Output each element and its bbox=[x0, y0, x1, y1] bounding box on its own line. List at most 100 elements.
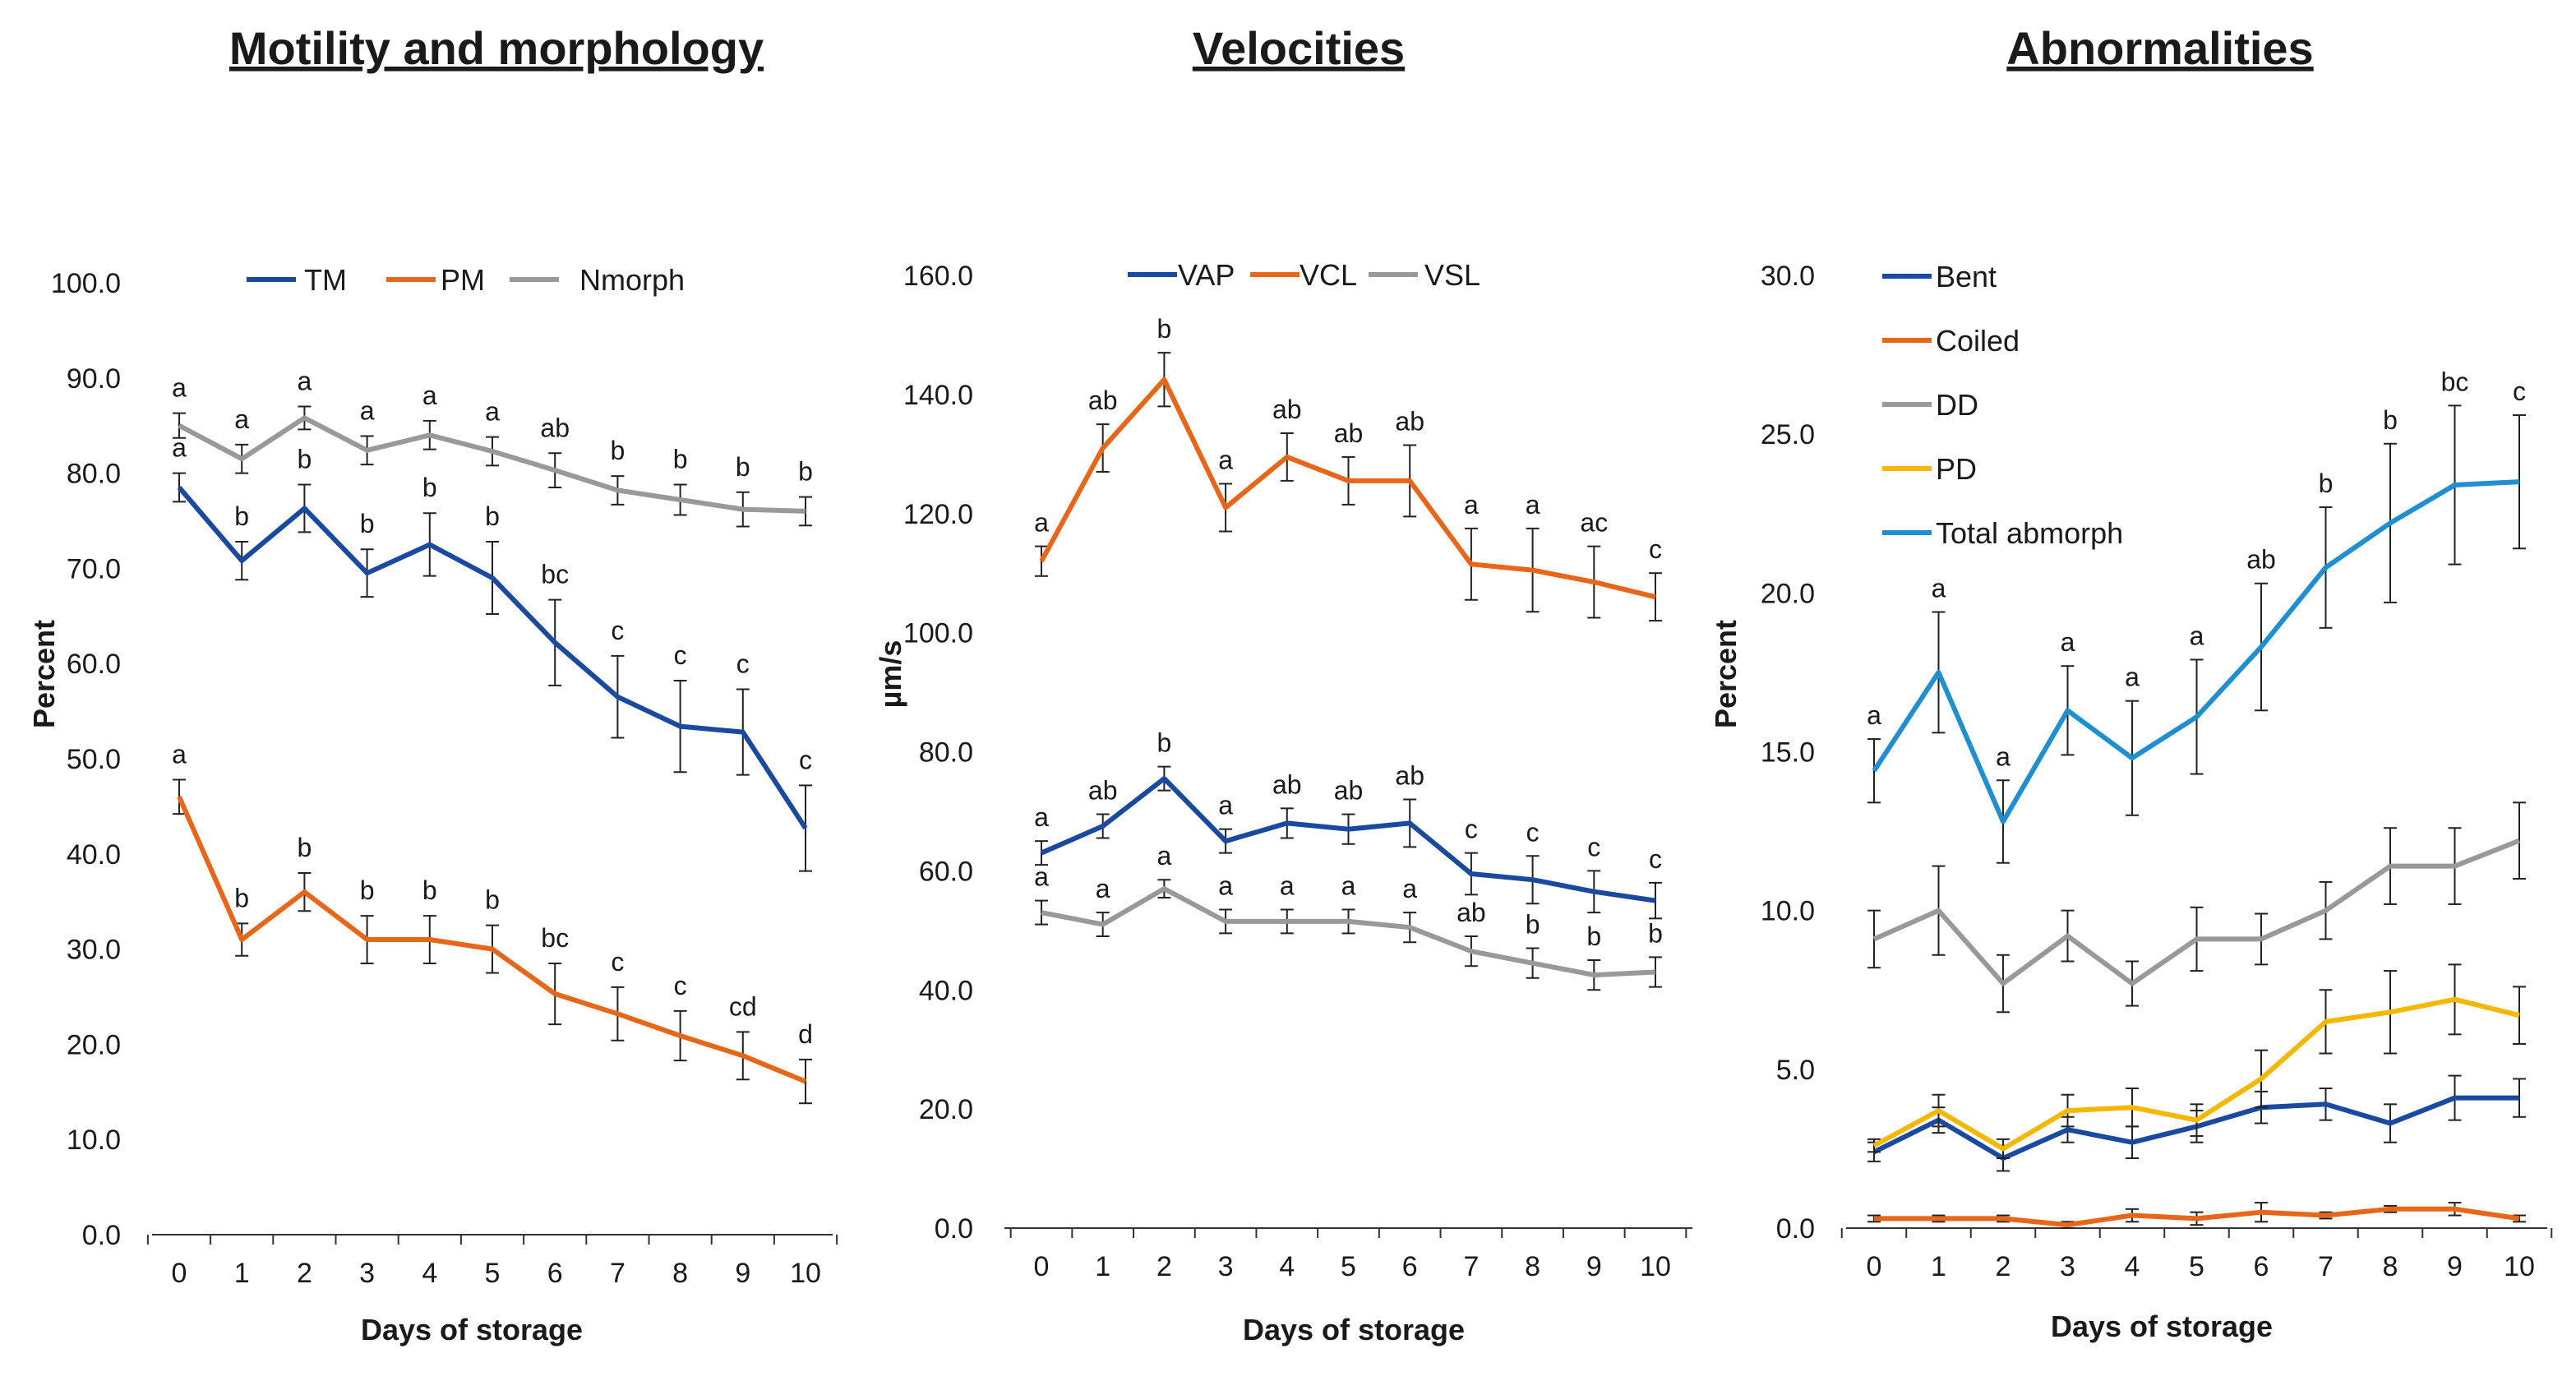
legend: TM PM Nmorph bbox=[247, 263, 685, 297]
significance-letter: c bbox=[1526, 817, 1540, 847]
x-tick-label: 8 bbox=[2383, 1251, 2398, 1282]
x-tick-label: 9 bbox=[2447, 1251, 2463, 1282]
series-vsl: a a a a a a a ab b b b bbox=[1034, 841, 1663, 991]
y-tick-label: 100.0 bbox=[903, 618, 973, 649]
x-axis-label: Days of storage bbox=[361, 1313, 583, 1346]
significance-letter: c bbox=[2513, 376, 2526, 406]
y-axis-label: Percent bbox=[1709, 620, 1743, 728]
significance-letter: ab bbox=[1395, 406, 1424, 436]
significance-letter: a bbox=[2125, 663, 2140, 692]
significance-letter: b bbox=[1157, 314, 1172, 344]
significance-letter: a bbox=[1096, 874, 1110, 903]
significance-letter: a bbox=[422, 381, 437, 410]
significance-letter: b bbox=[485, 885, 500, 915]
significance-letter: bc bbox=[2441, 367, 2469, 396]
y-tick-label: 20.0 bbox=[67, 1029, 121, 1060]
x-tick-label: 1 bbox=[1931, 1251, 1946, 1282]
significance-letter: c bbox=[799, 745, 812, 774]
significance-letter: b bbox=[360, 875, 375, 905]
y-tick-label: 30.0 bbox=[67, 935, 121, 966]
significance-letter: b bbox=[1526, 910, 1540, 940]
x-tick-label: 7 bbox=[610, 1258, 626, 1289]
series-dd bbox=[1867, 801, 2526, 1014]
significance-letter: ab bbox=[1334, 418, 1364, 448]
chart-title: Motility and morphology bbox=[229, 22, 764, 74]
y-tick-label: 0.0 bbox=[82, 1220, 121, 1251]
x-tick-label: 0 bbox=[172, 1258, 187, 1289]
significance-letter: a bbox=[1218, 446, 1233, 475]
x-tick-label: 8 bbox=[672, 1258, 688, 1289]
x-tick-label: 4 bbox=[422, 1258, 437, 1289]
significance-letter: b bbox=[485, 501, 500, 531]
significance-letter: b bbox=[1157, 728, 1172, 758]
significance-letter: a bbox=[360, 395, 375, 425]
x-tick-label: 6 bbox=[547, 1258, 563, 1289]
significance-letter: c bbox=[674, 640, 687, 670]
significance-letter: a bbox=[2190, 621, 2204, 650]
x-tick-label: 4 bbox=[1279, 1251, 1295, 1282]
significance-letter: b bbox=[736, 452, 750, 482]
y-tick-label: 70.0 bbox=[67, 553, 121, 584]
series-coiled bbox=[1867, 1202, 2526, 1229]
series-line bbox=[1872, 838, 2521, 986]
x-tick-label: 10 bbox=[1640, 1251, 1671, 1282]
legend-label: Total abmorph bbox=[1936, 516, 2123, 550]
significance-letter: b bbox=[298, 833, 312, 862]
legend-label: PM bbox=[441, 263, 485, 297]
y-tick-label: 0.0 bbox=[935, 1213, 973, 1245]
significance-letter: c bbox=[1649, 844, 1662, 874]
significance-letter: a bbox=[172, 433, 187, 463]
y-tick-label: 140.0 bbox=[903, 380, 973, 411]
legend: Bent Coiled DD PD Total abmorph bbox=[1882, 260, 2123, 550]
significance-letter: c bbox=[1649, 534, 1662, 564]
y-tick-label: 0.0 bbox=[1776, 1213, 1815, 1245]
significance-letter: ab bbox=[1334, 776, 1364, 806]
y-tick-label: 80.0 bbox=[67, 459, 121, 490]
significance-letter: a bbox=[1218, 791, 1233, 820]
x-tick-label: 7 bbox=[1463, 1251, 1479, 1282]
series-vcl: a ab b a ab ab ab a a ac c bbox=[1034, 314, 1662, 622]
x-tick-label: 3 bbox=[2060, 1251, 2075, 1282]
series-line bbox=[1041, 886, 1656, 978]
y-axis-label: Percent bbox=[27, 620, 61, 728]
y-tick-label: 10.0 bbox=[1761, 896, 1815, 927]
x-tick-label: 1 bbox=[234, 1258, 250, 1289]
series-pm: a b b b b b bc c c cd d bbox=[172, 739, 813, 1105]
significance-letter: ab bbox=[2246, 545, 2276, 575]
y-tick-label: 40.0 bbox=[919, 975, 973, 1006]
legend-label: VSL bbox=[1424, 258, 1480, 292]
significance-letter: c bbox=[611, 947, 624, 977]
legend-label: Coiled bbox=[1936, 324, 2020, 358]
significance-letter: a bbox=[485, 397, 500, 427]
significance-letter: b bbox=[422, 473, 437, 502]
x-tick-label: 10 bbox=[2504, 1251, 2535, 1282]
x-tick-label: 9 bbox=[735, 1258, 750, 1289]
legend-label: DD bbox=[1936, 388, 1978, 422]
x-tick-label: 5 bbox=[1341, 1251, 1356, 1282]
series-line bbox=[1874, 1206, 2520, 1228]
significance-letter: a bbox=[1464, 490, 1479, 520]
significance-letter: b bbox=[2383, 405, 2398, 435]
legend-label: Bent bbox=[1936, 260, 1997, 293]
significance-letter: ab bbox=[1272, 769, 1302, 799]
legend: VAP VCL VSL bbox=[1128, 258, 1480, 292]
x-tick-label: 6 bbox=[2254, 1251, 2269, 1282]
significance-letter: b bbox=[611, 436, 626, 465]
significance-letter: a bbox=[234, 404, 249, 434]
significance-letter: c bbox=[1587, 832, 1600, 861]
y-axis-label: µm/s bbox=[874, 640, 907, 709]
significance-letter: ab bbox=[540, 413, 570, 442]
y-tick-label: 160.0 bbox=[903, 261, 973, 292]
series-vap: a ab b a ab ab ab c c c c bbox=[1034, 728, 1662, 920]
x-tick-label: 8 bbox=[1525, 1251, 1540, 1282]
y-tick-label: 80.0 bbox=[919, 737, 973, 769]
y-tick-label: 100.0 bbox=[51, 268, 121, 299]
x-tick-label: 2 bbox=[297, 1258, 312, 1289]
significance-letter: b bbox=[1586, 921, 1601, 951]
significance-letter: b bbox=[1648, 918, 1663, 948]
legend-label: PD bbox=[1936, 452, 1977, 486]
significance-letter: a bbox=[1526, 490, 1540, 520]
significance-letter: b bbox=[422, 875, 437, 905]
x-tick-label: 7 bbox=[2318, 1251, 2334, 1282]
